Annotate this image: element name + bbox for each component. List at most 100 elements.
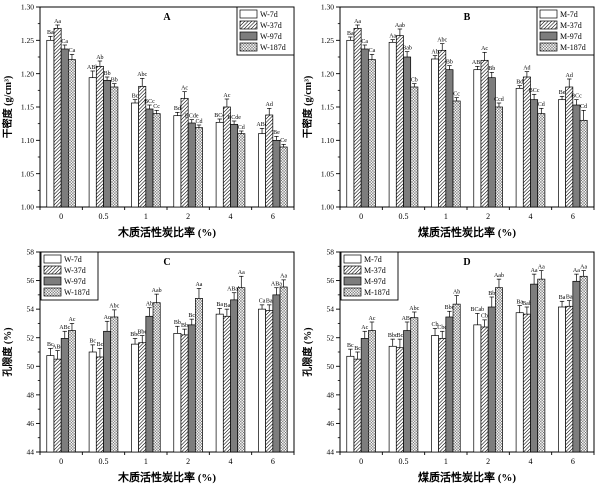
significance-label: BCd	[214, 113, 225, 119]
chart-panel-c: 44 46 48 50 52 54 56 58 0 0.5 1 2 4 6 Bc Bc Bbc Bb Ba Ca ABc…	[0, 245, 300, 490]
bar-W-187d-0	[68, 330, 76, 453]
significance-label: Cc	[453, 91, 460, 97]
y-tick-label: 44	[27, 448, 35, 457]
significance-label: Ab	[431, 49, 438, 55]
x-category-label: 6	[271, 212, 275, 221]
bar-W-97d-4	[230, 299, 239, 453]
bar-M-7d-0	[346, 355, 355, 453]
significance-label: Aa	[280, 274, 287, 280]
y-tick-label: 1.30	[321, 3, 334, 12]
significance-label: Aa	[238, 270, 245, 276]
significance-label: Bab	[522, 301, 532, 307]
bar-W-37d-0	[53, 358, 62, 453]
bar-M-37d-6	[565, 86, 574, 208]
legend-swatch-W-187d	[43, 287, 62, 297]
significance-label: Bb	[174, 320, 181, 326]
significance-label: Bc	[97, 342, 104, 348]
y-tick-label: 1.10	[21, 136, 34, 145]
legend-swatch-W-97d	[43, 276, 62, 286]
y-tick-label: 1.00	[321, 203, 334, 212]
significance-label: Bc	[347, 343, 354, 349]
y-axis-title: 干密度 (g/cm³)	[1, 76, 14, 139]
legend: W-7d W-37d W-97d W-187d	[236, 6, 295, 56]
significance-label: Aa	[573, 268, 580, 274]
significance-label: Ab	[96, 55, 103, 61]
bar-M-7d-6	[558, 99, 566, 208]
legend-swatch-M-37d	[343, 265, 362, 275]
significance-label: Aa	[389, 33, 396, 39]
significance-label: Ad	[523, 65, 530, 71]
bar-M-187d-1	[452, 100, 461, 208]
bar-M-37d-0.5	[395, 347, 404, 453]
y-tick-label: 1.25	[21, 36, 34, 45]
bar-M-97d-0	[360, 48, 369, 208]
significance-label: Cd	[580, 104, 587, 110]
chart-svg-A: 1.001.051.101.151.201.251.300 0.5 1 2 4 6BaAB…	[1, 3, 295, 239]
bars: Ba AaAbABcBdBeAaAabAbcAcAdAdCaBabBbBbBCcB…	[346, 19, 588, 208]
legend: M-7d M-37d M-97d M-187d	[340, 251, 399, 301]
significance-label: Bb	[488, 66, 495, 72]
significance-label: Ce	[280, 138, 287, 144]
x-category-label: 0	[59, 457, 63, 466]
panel-letter: D	[463, 257, 470, 268]
legend-label-M-7d: M-7d	[364, 255, 382, 264]
bar-W-37d-0.5	[95, 356, 104, 453]
bar-W-7d-2	[173, 115, 182, 208]
bar-M-97d-0	[360, 338, 369, 453]
significance-label: Ca	[369, 48, 376, 54]
x-category-label: 0.5	[99, 457, 109, 466]
legend-label-M-37d: M-37d	[560, 21, 582, 30]
significance-label: BCc	[571, 93, 582, 99]
significance-label: ABc	[52, 344, 63, 350]
x-category-label: 4	[229, 212, 233, 221]
significance-label: Bd	[516, 79, 523, 85]
legend-label-M-97d: M-97d	[560, 32, 582, 41]
bar-W-7d-1	[131, 343, 139, 453]
y-tick-label: 1.20	[321, 69, 334, 78]
significance-label: Be	[559, 90, 566, 96]
significance-label: Bc	[89, 339, 96, 345]
significance-label: ABc	[402, 316, 413, 322]
significance-label: Bb	[446, 59, 453, 65]
significance-label: Bb	[488, 291, 495, 297]
bar-W-97d-1	[145, 315, 154, 453]
bar-M-97d-2	[487, 306, 496, 453]
significance-label: Ad	[566, 73, 573, 79]
bar-W-37d-0.5	[95, 65, 104, 208]
legend-label-W-37d: W-37d	[260, 21, 282, 30]
bar-M-97d-1	[445, 316, 454, 453]
bar-W-37d-2	[180, 334, 189, 453]
x-category-label: 4	[529, 212, 533, 221]
bar-M-187d-4	[537, 278, 546, 453]
significance-label: Bbc	[130, 332, 140, 338]
x-category-label: 4	[229, 457, 233, 466]
y-tick-label: 52	[27, 333, 35, 342]
bar-M-187d-1	[452, 303, 461, 453]
x-category-label: 2	[186, 457, 190, 466]
significance-label: ABd	[256, 122, 267, 128]
significance-label: Bab	[402, 45, 412, 51]
significance-label: Cb	[481, 314, 488, 320]
panel-letter: B	[464, 12, 471, 23]
bars: BcBbcCbBCabBaBaBcBcCbcCbBabBaAcABcBbcBbA…	[346, 264, 588, 453]
bar-W-187d-0.5	[110, 316, 119, 453]
x-axis-title: 木质活性炭比率 (%)	[117, 225, 216, 239]
significance-label: Be	[273, 130, 280, 136]
significance-label: Ba	[47, 30, 54, 36]
legend-label-M-7d: M-7d	[560, 10, 578, 19]
bar-W-97d-6	[272, 294, 281, 453]
bar-M-7d-4	[515, 312, 524, 453]
significance-label: Cb	[411, 77, 418, 83]
significance-label: Ac	[181, 85, 188, 91]
panel-letter: C	[163, 257, 170, 268]
significance-label: Aa	[54, 19, 61, 25]
y-tick-label: 46	[27, 419, 35, 428]
significance-label: Cc	[153, 104, 160, 110]
significance-label: Ad	[266, 102, 273, 108]
legend: M-7d M-37d M-97d M-187d	[536, 6, 595, 56]
x-category-label: 4	[529, 457, 533, 466]
bar-W-187d-0	[68, 59, 76, 208]
legend-label-M-187d: M-187d	[560, 43, 586, 52]
significance-label: Aab	[494, 273, 504, 279]
